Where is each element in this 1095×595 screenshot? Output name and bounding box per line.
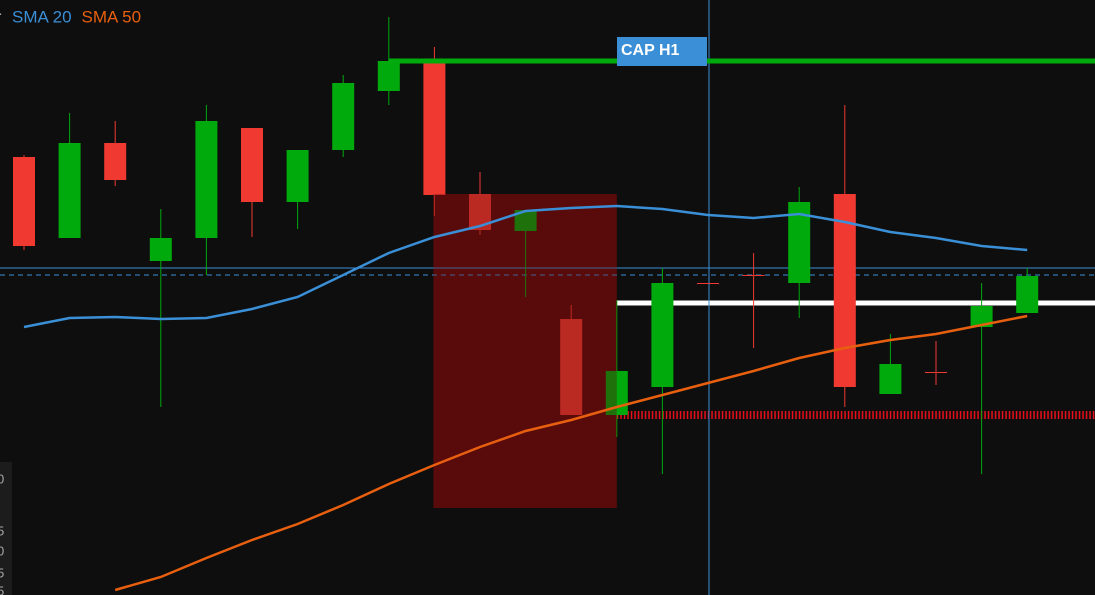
candle-body	[605, 371, 628, 415]
candle-body	[1016, 276, 1039, 313]
candle-body	[925, 372, 947, 373]
candle-body	[788, 202, 811, 283]
candle-body	[833, 194, 856, 387]
sma-line	[23, 204, 1028, 329]
zone-overlay	[433, 194, 617, 508]
lower-pane-label: 5	[0, 583, 4, 595]
lower-pane-label: 5	[0, 565, 4, 580]
lower-pane-label: 0	[0, 543, 4, 558]
lower-pane	[0, 462, 12, 595]
candle-body	[742, 275, 765, 276]
candle-body	[13, 157, 35, 246]
candle-body	[697, 283, 719, 284]
legend-entry: SMA 20	[12, 7, 72, 26]
candle-body	[560, 319, 583, 415]
candle-body	[423, 63, 446, 195]
candle-body	[195, 121, 218, 238]
lower-pane-label: 0	[0, 471, 4, 486]
candle-body	[651, 283, 674, 387]
annotation-box	[617, 37, 707, 66]
sma-line	[114, 314, 1028, 592]
candle-body	[149, 238, 172, 261]
candle-body	[332, 83, 355, 150]
lower-pane-label: 5	[0, 523, 4, 538]
candle-body	[241, 128, 263, 202]
legend-entry: SMA 50	[82, 7, 142, 26]
candle-body	[286, 150, 309, 202]
candle-body	[970, 306, 993, 327]
candle-body	[514, 210, 537, 231]
annotation-label: CAP H1	[621, 42, 679, 59]
candle-body	[104, 143, 127, 180]
candle-body	[58, 143, 81, 238]
candle-body	[879, 364, 902, 394]
legend-glyph: r	[0, 9, 2, 26]
candle-body	[377, 61, 400, 91]
candle-body	[469, 194, 491, 230]
